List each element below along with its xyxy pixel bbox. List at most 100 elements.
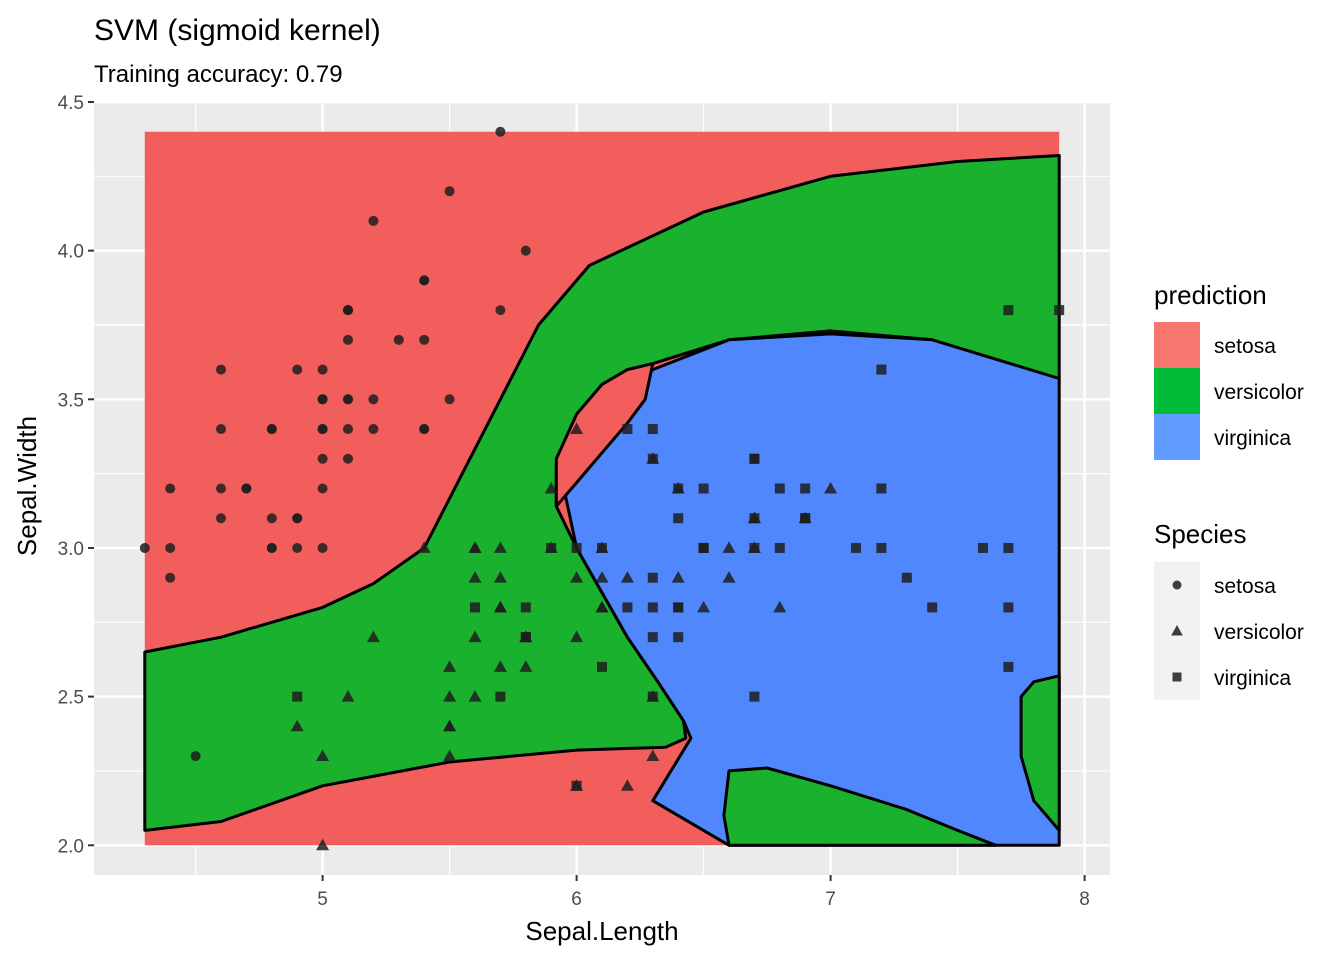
point-setosa [241,483,252,494]
point-versicolor [493,660,507,672]
chart-title: SVM (sigmoid kernel) [94,14,381,47]
point-setosa [343,453,353,464]
data-points [139,126,1065,851]
x-tick-label: 6 [571,889,582,910]
point-virginica [622,602,633,613]
point-setosa [520,245,531,256]
point-virginica [571,542,582,553]
point-versicolor [443,749,457,762]
y-tick-label: 4.5 [58,93,84,114]
point-virginica [647,632,658,643]
point-versicolor [773,600,787,613]
point-versicolor [468,571,482,583]
point-versicolor [646,749,660,762]
point-setosa [343,305,353,316]
point-setosa [343,394,353,405]
point-setosa [266,542,277,553]
point-setosa [393,334,404,345]
legend: prediction setosa versicolor virginica Speci… [1154,280,1304,700]
point-versicolor [620,779,634,791]
point-virginica [927,602,938,613]
point-virginica [1003,305,1014,316]
point-virginica [673,483,684,494]
x-tick-label: 5 [317,889,328,910]
legend-label-versicolor: versicolor [1214,621,1304,644]
point-virginica [571,780,582,791]
point-virginica [673,602,684,613]
point-virginica [495,691,506,702]
point-virginica [647,424,658,435]
point-versicolor [316,838,330,851]
point-versicolor [468,630,482,643]
point-versicolor [493,600,507,613]
legend-label-versicolor: versicolor [1214,381,1304,404]
point-versicolor [595,571,609,583]
point-virginica [876,364,887,375]
point-virginica [673,632,684,643]
point-virginica [800,483,811,494]
point-virginica [851,542,861,553]
legend-title-species: Species [1154,519,1247,549]
legend-label-virginica: virginica [1214,427,1291,450]
x-tick-label: 8 [1079,889,1090,910]
chart-subtitle: Training accuracy: 0.79 [94,61,343,88]
point-versicolor [417,541,431,553]
point-versicolor [620,571,634,583]
point-virginica [749,513,760,524]
legend-label-setosa: setosa [1214,575,1276,598]
point-setosa [368,394,379,405]
point-versicolor [290,719,304,732]
point-setosa [317,394,328,405]
point-setosa [419,334,430,345]
point-setosa [317,483,328,494]
point-virginica [698,483,709,494]
point-virginica [698,542,709,553]
point-setosa [419,424,430,435]
point-virginica [597,661,607,672]
point-setosa [139,542,150,553]
point-setosa [292,364,303,375]
point-setosa [165,542,176,553]
point-virginica [749,691,760,702]
point-versicolor [468,541,482,553]
point-setosa [317,364,328,375]
point-virginica [1003,542,1014,553]
y-tick-label: 3.0 [58,539,84,560]
point-virginica [774,483,785,494]
point-setosa [495,305,506,316]
point-setosa [368,215,379,226]
point-versicolor [519,660,533,672]
point-versicolor [443,719,457,732]
point-versicolor [722,541,736,553]
legend-key-square [1172,672,1182,682]
point-versicolor [443,690,457,702]
point-setosa [165,572,176,583]
legend-key-virginica [1154,414,1200,460]
point-setosa [317,542,328,553]
point-versicolor [544,481,558,494]
point-setosa [444,186,455,197]
point-virginica [673,513,684,524]
point-virginica [1003,661,1014,672]
point-setosa [292,513,303,524]
point-versicolor [493,571,507,583]
point-virginica [800,513,811,524]
region-versicolor [1019,674,1061,832]
point-setosa [266,424,277,435]
region-setosa [554,362,655,508]
legend-key-circle [1172,580,1182,590]
point-setosa [216,424,226,435]
point-versicolor [697,600,711,613]
y-axis-title: Sepal.Width [12,416,42,556]
region-versicolor [143,154,1061,832]
point-versicolor [443,660,457,672]
point-virginica [647,572,658,583]
legend-key-versicolor [1154,368,1200,414]
y-tick-label: 2.5 [58,688,84,709]
point-setosa [419,275,430,286]
point-virginica [1054,305,1065,316]
x-tick-label: 7 [825,889,836,910]
point-virginica [520,632,531,643]
point-virginica [901,572,912,583]
x-axis-title: Sepal.Length [525,916,678,946]
